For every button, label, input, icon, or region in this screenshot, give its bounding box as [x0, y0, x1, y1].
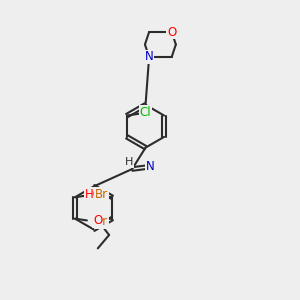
Text: Br: Br [95, 215, 108, 228]
Text: Br: Br [95, 188, 108, 201]
Text: HO: HO [85, 188, 103, 201]
Text: Cl: Cl [140, 106, 151, 119]
Text: O: O [93, 214, 102, 226]
Text: O: O [167, 26, 176, 38]
Text: H: H [124, 158, 133, 167]
Text: N: N [145, 50, 154, 64]
Text: N: N [146, 160, 155, 173]
